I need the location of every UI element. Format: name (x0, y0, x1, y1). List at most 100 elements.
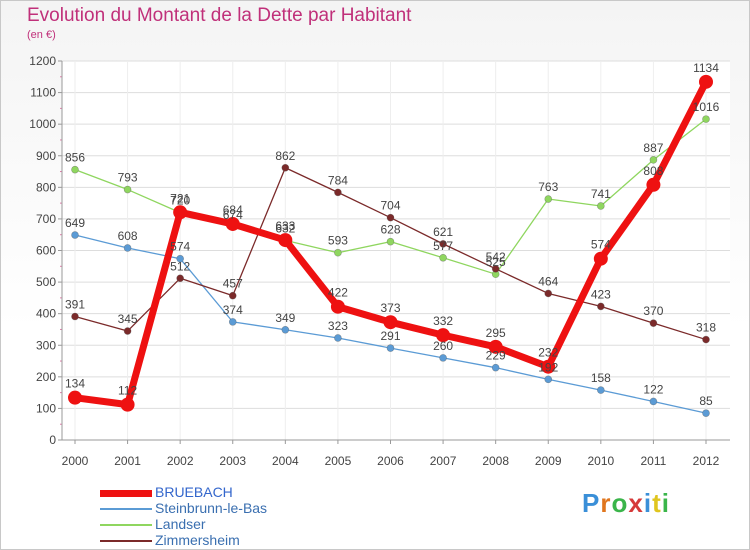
brand-letter: i (661, 488, 670, 518)
data-label: 373 (380, 301, 400, 315)
data-label: 856 (65, 151, 85, 165)
y-tick-label: 200 (36, 370, 56, 384)
x-tick-label: 2008 (482, 454, 509, 468)
data-label: 229 (486, 349, 506, 363)
data-point (597, 302, 605, 311)
data-label: 649 (65, 216, 85, 230)
x-tick-label: 2000 (62, 454, 89, 468)
data-point (281, 163, 290, 172)
data-point (386, 344, 395, 352)
data-label: 374 (223, 303, 243, 317)
x-tick-label: 2009 (535, 454, 562, 468)
legend-item: BRUEBACH (100, 484, 360, 501)
data-point (488, 339, 503, 354)
brand-logo: Proxiti (582, 488, 670, 519)
data-label: 323 (328, 319, 348, 333)
y-tick-label: 600 (36, 244, 56, 258)
data-label: 345 (118, 312, 138, 326)
unit-label: (en €) (27, 29, 56, 41)
y-tick-label: 400 (36, 307, 56, 321)
data-point (383, 315, 398, 330)
y-tick-label: 1100 (30, 86, 56, 100)
data-label: 628 (380, 223, 400, 237)
data-point (120, 397, 135, 412)
data-point (386, 213, 395, 222)
data-label: 741 (591, 187, 611, 201)
data-point (176, 254, 184, 263)
data-label: 862 (275, 149, 295, 163)
legend-item: Steinbrunn-le-Bas (100, 500, 360, 517)
data-label: 808 (643, 164, 663, 178)
x-tick-label: 2012 (693, 454, 720, 468)
data-point (225, 216, 240, 231)
data-point (68, 390, 82, 405)
data-label: 464 (538, 274, 558, 288)
legend-swatch (100, 508, 152, 510)
x-tick-label: 2010 (587, 454, 614, 468)
data-label: 232 (538, 346, 558, 360)
data-point (334, 248, 342, 257)
data-label: 295 (486, 326, 506, 340)
x-tick-label: 2004 (272, 454, 299, 468)
chart-title: Evolution du Montant de la Dette par Hab… (27, 5, 412, 26)
y-tick-label: 500 (36, 275, 56, 289)
data-point (491, 363, 500, 372)
data-label: 763 (538, 180, 558, 194)
data-label: 593 (328, 234, 348, 248)
data-label: 632 (275, 221, 295, 235)
data-label: 674 (223, 208, 243, 222)
legend-swatch (100, 524, 152, 526)
data-label: 577 (433, 239, 453, 253)
x-tick-label: 2005 (325, 454, 352, 468)
data-label: 793 (118, 171, 138, 185)
data-point (649, 156, 658, 164)
data-label: 784 (328, 173, 348, 187)
data-label: 192 (538, 360, 558, 374)
data-point (330, 299, 345, 314)
data-label: 122 (643, 382, 663, 396)
data-label: 684 (223, 203, 243, 217)
data-point (439, 240, 447, 248)
data-point (544, 195, 553, 203)
data-label: 721 (170, 191, 190, 205)
brand-letter: t (652, 488, 662, 518)
y-tick-label: 1200 (29, 54, 56, 68)
data-label: 422 (328, 286, 348, 300)
data-label: 512 (170, 259, 190, 273)
y-tick-label: 900 (36, 149, 56, 163)
data-label: 608 (118, 229, 138, 243)
data-label: 720 (170, 194, 190, 208)
brand-letter: P (582, 488, 601, 518)
data-point (334, 334, 342, 342)
data-point (597, 386, 605, 394)
data-point (491, 265, 500, 273)
data-point (702, 335, 710, 344)
data-point (436, 328, 451, 343)
data-point (281, 325, 290, 334)
y-tick-label: 1000 (29, 117, 56, 131)
data-point (646, 177, 661, 192)
x-tick-label: 2002 (167, 454, 194, 468)
data-label: 134 (65, 377, 85, 391)
legend-item: Landser (100, 516, 360, 533)
data-label: 112 (118, 384, 137, 398)
y-tick-label: 800 (36, 180, 56, 194)
data-label: 318 (696, 321, 716, 335)
data-point (71, 165, 79, 174)
data-label: 349 (275, 311, 295, 325)
data-label: 1134 (693, 61, 719, 75)
data-label: 332 (433, 314, 453, 328)
data-label: 704 (380, 199, 400, 213)
brand-letter: x (628, 488, 644, 518)
brand-letter: r (600, 488, 612, 518)
data-label: 887 (643, 141, 663, 155)
brand-letter: i (643, 488, 653, 518)
data-point (699, 74, 713, 89)
data-point (228, 318, 237, 326)
data-point (334, 188, 342, 197)
x-tick-label: 2007 (430, 454, 457, 468)
data-label: 158 (591, 371, 611, 385)
x-tick-label: 2003 (219, 454, 246, 468)
data-point (593, 251, 608, 266)
